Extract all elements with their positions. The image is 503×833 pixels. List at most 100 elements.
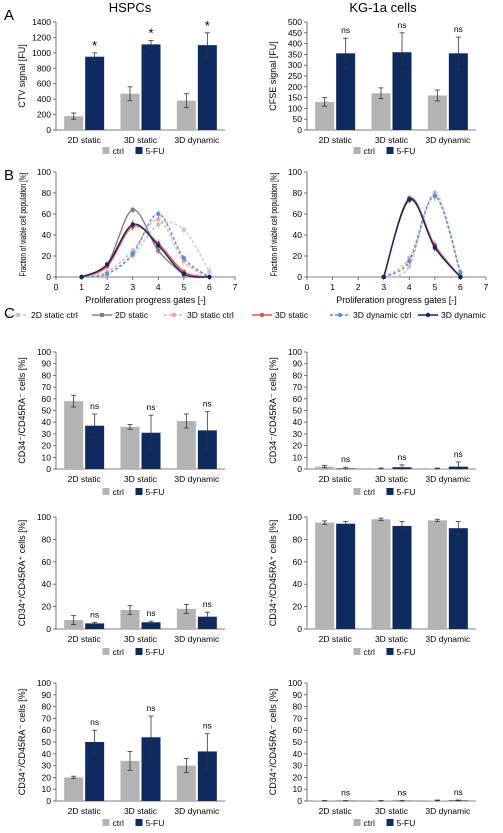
significance-label: ns [341, 25, 350, 35]
y-tick-label: 800 [37, 63, 51, 73]
legend-marker [100, 313, 104, 317]
x-tick-label: 2D static [68, 135, 102, 145]
bar [315, 522, 335, 629]
y-tick-label: 80 [293, 534, 303, 544]
bar [176, 421, 196, 469]
y-tick-label: 40 [42, 579, 52, 589]
significance-label: ns [203, 399, 212, 409]
significance-label: ns [398, 788, 407, 798]
x-tick-label: 3D dynamic [174, 806, 220, 816]
x-tick-label: 2D static [68, 474, 102, 484]
x-tick-label: 1 [79, 282, 84, 292]
y-tick-label: 450 [288, 28, 302, 38]
significance-label: ns [90, 401, 99, 411]
legend-label-5fu: 5-FU [397, 818, 416, 828]
y-tick-label: 250 [288, 71, 302, 81]
y-tick-label: 10 [42, 452, 52, 462]
data-point [79, 274, 84, 280]
x-tick-label: 3D static [124, 135, 158, 145]
bar [85, 742, 105, 801]
x-tick-label: 2 [105, 282, 110, 292]
y-tick-label: 350 [288, 49, 302, 59]
y-tick-label: 400 [288, 39, 302, 49]
legend-swatch-ctrl [102, 648, 110, 655]
y-tick-label: 0 [46, 272, 51, 282]
y-axis-label: CD34⁺/CD45RA⁺ cells [%] [268, 520, 278, 627]
data-point [458, 274, 463, 280]
panel-label-a: A [4, 7, 14, 24]
x-tick-label: 0 [54, 282, 59, 292]
bar [197, 616, 217, 629]
x-tick-label: 7 [233, 282, 238, 292]
legend-swatch-ctrl [353, 648, 361, 655]
x-tick-label: 3D dynamic [425, 634, 471, 644]
data-point [207, 274, 212, 280]
legend-label-5fu: 5-FU [146, 818, 165, 828]
y-tick-label: 0 [46, 624, 51, 634]
bar [336, 53, 356, 130]
legend-label: 2D static ctrl [31, 310, 78, 320]
y-tick-label: 20 [293, 772, 303, 782]
bar [64, 401, 84, 469]
data-point [458, 270, 463, 275]
bar [141, 737, 161, 801]
x-tick-label: 3D static [375, 634, 409, 644]
y-tick-label: 90 [42, 690, 52, 700]
significance-label: ns [203, 599, 212, 609]
bar [392, 52, 412, 130]
y-tick-label: 100 [288, 103, 302, 113]
bar [392, 525, 412, 629]
x-tick-label: 3 [130, 282, 135, 292]
y-tick-label: 100 [288, 167, 302, 177]
panel-label-c: C [4, 305, 15, 322]
legend-label-5fu: 5-FU [146, 487, 165, 497]
legend-swatch-5fu [386, 147, 394, 154]
x-tick-label: 2D static [68, 806, 102, 816]
data-point [181, 271, 187, 277]
y-tick-label: 30 [42, 761, 52, 771]
legend-swatch-5fu [135, 488, 143, 495]
y-tick-label: 80 [293, 188, 303, 198]
y-tick-label: 70 [42, 713, 52, 723]
x-tick-label: 0 [305, 282, 310, 292]
legend-label-ctrl: ctrl [364, 647, 375, 657]
bar [427, 520, 447, 629]
legend-label: 3D static [275, 310, 309, 320]
y-tick-label: 0 [297, 272, 302, 282]
line-chart-b-kg1a: 0 20 40 60 80 100 0 1 2 3 4 5 6 7 Proliferation progre… [269, 167, 489, 305]
y-tick-label: 200 [288, 82, 302, 92]
significance-label: * [92, 38, 97, 53]
bar [197, 751, 217, 801]
legend-label: 2D static [115, 310, 149, 320]
bar-chart-c-hspc-2: 0 20 40 60 80 100 ns 2D static ns 3D static ns 3D d… [17, 512, 225, 657]
x-tick-label: 3D dynamic [174, 474, 220, 484]
bar [120, 426, 140, 469]
x-tick-label: 7 [484, 282, 489, 292]
bar [197, 45, 217, 131]
y-axis-label: Fraction of viable cell population [%] [18, 173, 28, 277]
y-tick-label: 50 [293, 737, 303, 747]
bar [120, 760, 140, 801]
y-tick-label: 70 [42, 382, 52, 392]
y-tick-label: 90 [293, 359, 303, 369]
y-tick-label: 100 [37, 167, 51, 177]
legend-label-ctrl: ctrl [113, 647, 124, 657]
y-tick-label: 50 [293, 406, 303, 416]
legend-marker [16, 313, 20, 317]
significance-label: ns [147, 402, 156, 412]
x-tick-label: 6 [458, 282, 463, 292]
y-tick-label: 50 [293, 114, 303, 124]
significance-label: ns [147, 608, 156, 618]
y-tick-label: 30 [293, 761, 303, 771]
data-point [156, 211, 161, 217]
y-tick-label: 200 [37, 110, 51, 120]
x-tick-label: 2 [356, 282, 361, 292]
legend-swatch-ctrl [353, 147, 361, 154]
data-point [181, 227, 186, 232]
y-tick-label: 80 [42, 534, 52, 544]
y-tick-label: 600 [37, 79, 51, 89]
